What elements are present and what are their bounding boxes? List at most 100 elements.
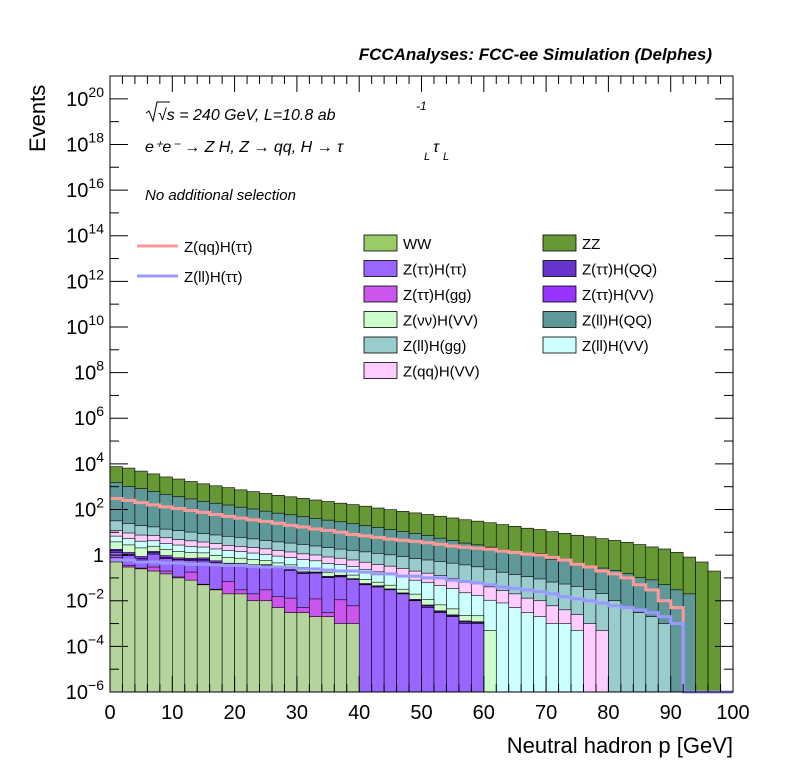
bar-zz-bin-48 (707, 570, 721, 693)
y-tick-label: 1018 (66, 129, 104, 156)
legend-swatch-z-ll-h-gg (363, 336, 398, 354)
bar-zz-bin-47 (695, 561, 709, 693)
bar-z-h-vv-bin-30 (483, 630, 497, 693)
legend-swatch-z-h-vv (363, 311, 398, 328)
legend-label-zz: ZZ (582, 236, 600, 253)
bar-z-ll-h-gg-bin-12 (259, 600, 273, 693)
bar-z-ll-h-gg-bin-13 (271, 607, 285, 693)
bar-z-ll-h-vv-bin-37 (570, 630, 584, 693)
x-tick-label: 100 (716, 702, 749, 724)
bar-z-h-bin-22 (383, 589, 397, 693)
bar-z-ll-h-gg-bin-5 (172, 577, 186, 693)
x-axis-label: Neutral hadron p [GeV] (507, 733, 733, 758)
legend-label-z-ll-h-gg: Z(ll)H(gg) (403, 338, 466, 355)
y-tick-label: 106 (74, 403, 104, 430)
legend-swatch-z-h-gg (363, 285, 398, 303)
x-tick-label: 70 (535, 702, 557, 724)
legend-label-ww: WW (403, 236, 432, 253)
legend-swatch-z-ll-h-qq (542, 311, 577, 328)
bar-z-ll-h-qq-bin-46 (682, 593, 696, 693)
x-tick-label: 50 (410, 702, 432, 724)
annotation-tau2: τ (433, 139, 440, 156)
annotation-selection: No additional selection (145, 187, 296, 204)
bar-z-qq-h-vv-bin-38 (583, 623, 597, 693)
bar-z-ll-h-vv-bin-33 (520, 612, 534, 693)
annotation-block: √s = 240 GeV, L=10.8 ab -1 e⁺e⁻ → Z H, Z… (145, 99, 449, 204)
bar-z-ll-h-gg-bin-10 (234, 593, 248, 693)
legend-label-z-h-gg: Z(ττ)H(gg) (403, 287, 472, 304)
bar-z-h-bin-26 (433, 612, 447, 693)
legend-label-z-h-vv: Z(ττ)H(VV) (582, 287, 654, 304)
line-z-qq-h (110, 497, 733, 694)
y-tick-label: 1010 (66, 312, 104, 339)
bar-z-ll-h-vv-bin-34 (533, 616, 547, 693)
annotation-tau-sub2: L (443, 151, 449, 163)
y-tick-label: 1 (93, 545, 104, 567)
y-tick-label: 1014 (66, 221, 104, 248)
bar-z-ll-h-gg-bin-3 (147, 570, 161, 693)
x-tick-label: 40 (348, 702, 370, 724)
annotation-energy-exp: -1 (416, 99, 427, 113)
bar-z-ll-h-gg-bin-11 (246, 600, 260, 693)
bar-z-ll-h-gg-bin-42 (633, 612, 647, 693)
y-tick-label: 1020 (66, 84, 104, 111)
y-tick-label: 1016 (66, 175, 104, 202)
legend-label-z-ll-h-vv: Z(ll)H(VV) (582, 338, 649, 355)
bar-z-ll-h-gg-bin-41 (620, 607, 634, 693)
bar-z-ll-h-gg-bin-9 (221, 593, 235, 693)
legend-swatch-z-ll-h-vv (542, 336, 577, 354)
annotation-tau-sub1: L (424, 151, 430, 163)
legend-label-z-ll-h-qq: Z(ll)H(QQ) (582, 313, 652, 330)
bar-z-ll-h-gg-bin-14 (284, 612, 298, 693)
bar-z-ll-h-gg-bin-1 (122, 566, 136, 693)
legend-swatch-ww (363, 234, 398, 252)
legend-swatch-zz (542, 234, 577, 252)
x-tick-label: 0 (104, 702, 115, 724)
bar-z-ll-h-gg-bin-44 (657, 623, 671, 693)
bar-z-ll-h-gg-bin-16 (309, 616, 323, 693)
y-tick-label: 10−2 (66, 586, 104, 613)
annotation-energy: √s = 240 GeV, L=10.8 ab (158, 107, 336, 124)
x-tick-label: 60 (473, 702, 495, 724)
legend-label-z-qq-h: Z(qq)H(ττ) (184, 239, 253, 256)
x-tick-label: 30 (286, 702, 308, 724)
line-z-ll-h (110, 558, 733, 694)
y-tick-label: 102 (74, 494, 104, 521)
annotation-process: e⁺e⁻ → Z H, Z → qq, H → τ (145, 139, 344, 156)
bar-z-ll-h-vv-bin-31 (495, 602, 510, 693)
legend-swatch-z-h-qq (542, 260, 577, 277)
bar-z-ll-h-gg-bin-40 (608, 600, 622, 693)
legend-label-z-h-vv: Z(νν)H(VV) (403, 313, 478, 330)
bar-z-h-bin-25 (421, 607, 435, 693)
y-tick-label: 108 (74, 358, 104, 385)
bar-z-ll-h-gg-bin-43 (645, 616, 659, 693)
y-axis-label: Events (25, 85, 50, 152)
y-tick-label: 10−6 (66, 677, 104, 704)
bar-z-ll-h-gg-bin-7 (196, 584, 210, 693)
bar-z-ll-h-gg-bin-2 (134, 568, 148, 693)
bar-z-ll-h-gg-bin-19 (346, 623, 360, 693)
stacked-bars (109, 466, 721, 693)
bar-z-ll-h-gg-bin-8 (209, 589, 223, 693)
bar-z-ll-h-vv-bin-35 (545, 623, 559, 693)
bar-z-ll-h-qq-bin-45 (670, 589, 684, 693)
y-tick-label: 1012 (66, 266, 104, 293)
y-tick-label: 104 (74, 449, 104, 476)
legend-label-z-h-qq: Z(ττ)H(QQ) (582, 262, 657, 279)
x-tick-label: 90 (660, 702, 682, 724)
bar-z-ll-h-gg-bin-18 (333, 623, 348, 693)
bar-z-h-bin-28 (458, 623, 472, 693)
legend-swatch-z-qq-h-vv (363, 362, 398, 379)
bar-z-ll-h-gg-bin-17 (321, 616, 335, 693)
overlay-lines (110, 497, 733, 694)
legend: Z(qq)H(ττ) Z(ll)H(ττ) WW Z(ττ)H(ττ) Z(ττ)H(g… (137, 234, 657, 381)
axes: 0 10 20 30 40 50 60 70 80 90 10010−610−410−2110210… (66, 75, 750, 724)
bar-z-ll-h-vv-bin-36 (558, 623, 572, 693)
bar-z-h-bin-21 (371, 586, 385, 693)
legend-label-z-h: Z(ττ)H(ττ) (403, 262, 467, 279)
bar-z-ll-h-gg-bin-6 (184, 579, 198, 693)
chart-title: FCCAnalyses: FCC-ee Simulation (Delphes) (359, 45, 713, 64)
bar-z-ll-h-gg-bin-15 (296, 612, 310, 693)
legend-swatch-z-h-vv (542, 285, 577, 303)
